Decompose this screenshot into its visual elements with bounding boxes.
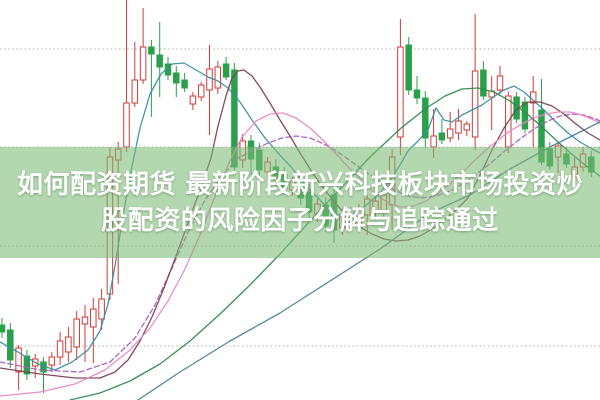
- title-overlay-band: 如何配资期货 最新阶段新兴科技板块市场投资炒 股配资的风险因子分解与追踪通过: [0, 147, 600, 258]
- overlay-title-line2: 股配资的风险因子分解与追踪通过: [101, 205, 499, 236]
- ma-long-green: [69, 87, 600, 400]
- overlay-title-line1: 如何配资期货 最新阶段新兴科技板块市场投资炒: [16, 169, 584, 200]
